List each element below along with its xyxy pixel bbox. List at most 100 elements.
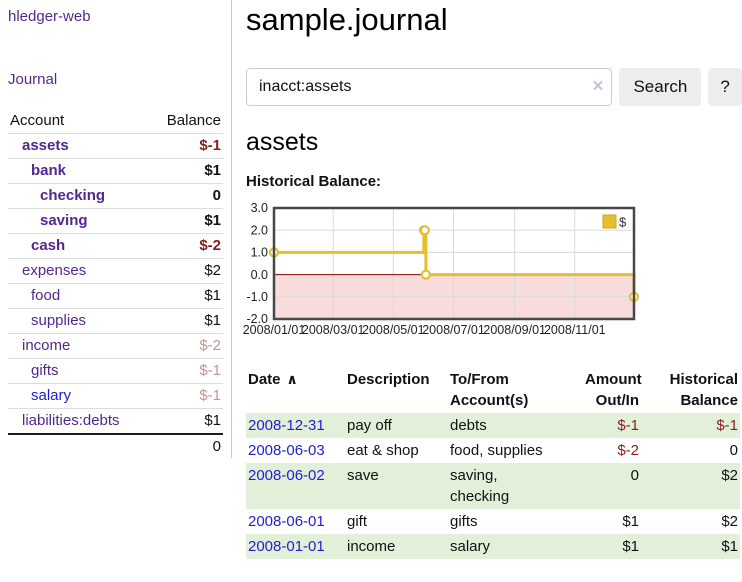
svg-text:2008/07/01: 2008/07/01 [422, 323, 485, 337]
clear-search-icon[interactable]: × [592, 76, 604, 98]
account-row: food $1 [8, 283, 223, 309]
transaction-accounts: food, supplies [450, 442, 543, 459]
transaction-description: save [347, 467, 379, 484]
account-row: assets $-1 [8, 133, 223, 159]
sidebar-account-link[interactable]: income [22, 337, 71, 354]
register-table: Date ∧ Description To/From Account(s) Amo… [246, 367, 740, 559]
balance-chart[interactable]: $3.0 2.0 1.0 0.0 -1.0 -2.0 2008/01/01 2008/03/0… [243, 201, 742, 343]
sidebar-account-link[interactable]: saving [40, 212, 88, 229]
account-row: gifts $-1 [8, 358, 223, 384]
accounts-col-header: Account [10, 112, 65, 129]
sidebar-account-link[interactable]: salary [31, 387, 72, 404]
account-row: salary $-1 [8, 383, 223, 409]
svg-text:3.0: 3.0 [251, 201, 268, 215]
account-row: liabilities:debts $1 [8, 408, 223, 434]
account-heading: assets [246, 128, 319, 156]
sidebar-account-link[interactable]: assets [22, 137, 69, 154]
total-balance: 0 [150, 433, 223, 458]
account-row: expenses $2 [8, 258, 223, 284]
total-spacer [8, 433, 151, 458]
sidebar-account-link[interactable]: liabilities:debts [22, 412, 120, 429]
svg-text:2008/11/01: 2008/11/01 [544, 323, 606, 337]
transaction-amount: 0 [630, 467, 639, 484]
transaction-accounts: gifts [450, 513, 478, 530]
register-header-row: Date ∧ Description To/From Account(s) Amo… [246, 367, 740, 413]
transaction-date-link[interactable]: 2008-06-02 [248, 467, 325, 484]
register-row: 2008-06-03 eat & shop food, supplies $-2 0 [246, 438, 740, 463]
register-row: 2008-06-01 gift gifts $1 $2 [246, 509, 740, 534]
svg-text:0.0: 0.0 [251, 268, 268, 282]
transaction-accounts: debts [450, 417, 487, 434]
register-row: 2008-06-02 save saving, checking 0 $2 [246, 463, 740, 509]
svg-text:2008/03/01: 2008/03/01 [302, 323, 365, 337]
search-button[interactable]: Search [619, 68, 702, 106]
transaction-balance: $1 [721, 538, 738, 555]
transaction-description: eat & shop [347, 442, 419, 459]
accounts-header-row: Account Balance [8, 108, 223, 134]
transaction-date-link[interactable]: 2008-06-01 [248, 513, 325, 530]
date-column-header[interactable]: Date ∧ [246, 367, 345, 413]
transaction-balance: $-1 [716, 417, 738, 434]
transaction-date-link[interactable]: 2008-12-31 [248, 417, 325, 434]
register-row: 2008-01-01 income salary $1 $1 [246, 534, 740, 559]
amount-column-header: Amount Out/In [585, 371, 642, 409]
svg-text:2008/05/01: 2008/05/01 [362, 323, 425, 337]
sidebar-account-link[interactable]: expenses [22, 262, 87, 279]
account-balance: $1 [150, 408, 223, 434]
transaction-balance: $2 [721, 513, 738, 530]
sidebar: hledger-web Journal Account Balance asse… [0, 0, 232, 458]
transaction-description: gift [347, 513, 368, 530]
account-balance: $1 [150, 308, 223, 334]
svg-text:2008/09/01: 2008/09/01 [483, 323, 546, 337]
transaction-date-link[interactable]: 2008-06-03 [248, 442, 325, 459]
page-title: sample.journal [246, 2, 448, 37]
transaction-amount: $-1 [617, 417, 639, 434]
sidebar-account-link[interactable]: cash [31, 237, 66, 254]
sidebar-account-link[interactable]: gifts [31, 362, 59, 379]
chart-heading: Historical Balance: [246, 173, 382, 190]
transaction-amount: $-2 [617, 442, 639, 459]
sidebar-account-link[interactable]: checking [40, 187, 106, 204]
account-balance: 0 [150, 183, 223, 209]
sidebar-item-journal[interactable]: Journal [8, 71, 58, 88]
accounts-column-header: To/From Account(s) [450, 371, 529, 409]
register-row: 2008-12-31 pay off debts $-1 $-1 [246, 413, 740, 438]
transaction-accounts: saving, checking [450, 467, 510, 505]
brand-link[interactable]: hledger-web [8, 8, 91, 25]
account-row: income $-2 [8, 333, 223, 359]
account-balance: $-1 [150, 358, 223, 384]
account-row: supplies $1 [8, 308, 223, 334]
sort-asc-icon: ∧ [286, 371, 298, 387]
search-bar: × Search ? [246, 68, 742, 106]
account-balance: $-2 [150, 333, 223, 359]
sidebar-account-link[interactable]: bank [31, 162, 67, 179]
help-button[interactable]: ? [708, 68, 742, 106]
svg-text:2008/01/01: 2008/01/01 [243, 323, 306, 337]
main-content: sample.journal × Search ? assets Histori… [243, 0, 742, 559]
balance-column-header: Historical Balance [669, 371, 738, 409]
search-input[interactable] [246, 68, 613, 106]
transaction-amount: $1 [622, 538, 639, 555]
date-header-label: Date [248, 371, 281, 388]
accounts-table: Account Balance assets $-1 bank $1 checking 0… [8, 108, 223, 458]
svg-text:1.0: 1.0 [251, 246, 268, 260]
balance-col-header: Balance [166, 112, 221, 129]
account-balance: $2 [150, 258, 223, 284]
transaction-description: income [347, 538, 396, 555]
svg-text:$: $ [619, 215, 627, 230]
account-row: bank $1 [8, 158, 223, 184]
account-row: saving $1 [8, 208, 223, 234]
transaction-date-link[interactable]: 2008-01-01 [248, 538, 325, 555]
account-balance: $1 [150, 158, 223, 184]
sidebar-account-link[interactable]: food [31, 287, 61, 304]
svg-text:2.0: 2.0 [251, 223, 268, 237]
transaction-amount: $1 [622, 513, 639, 530]
account-row: checking 0 [8, 183, 223, 209]
accounts-total-row: 0 [8, 433, 223, 458]
account-balance: $-1 [150, 383, 223, 409]
sidebar-account-link[interactable]: supplies [31, 312, 87, 329]
account-balance: $1 [150, 208, 223, 234]
account-balance: $-2 [150, 233, 223, 259]
account-balance: $-1 [150, 133, 223, 159]
transaction-description: pay off [347, 417, 392, 434]
